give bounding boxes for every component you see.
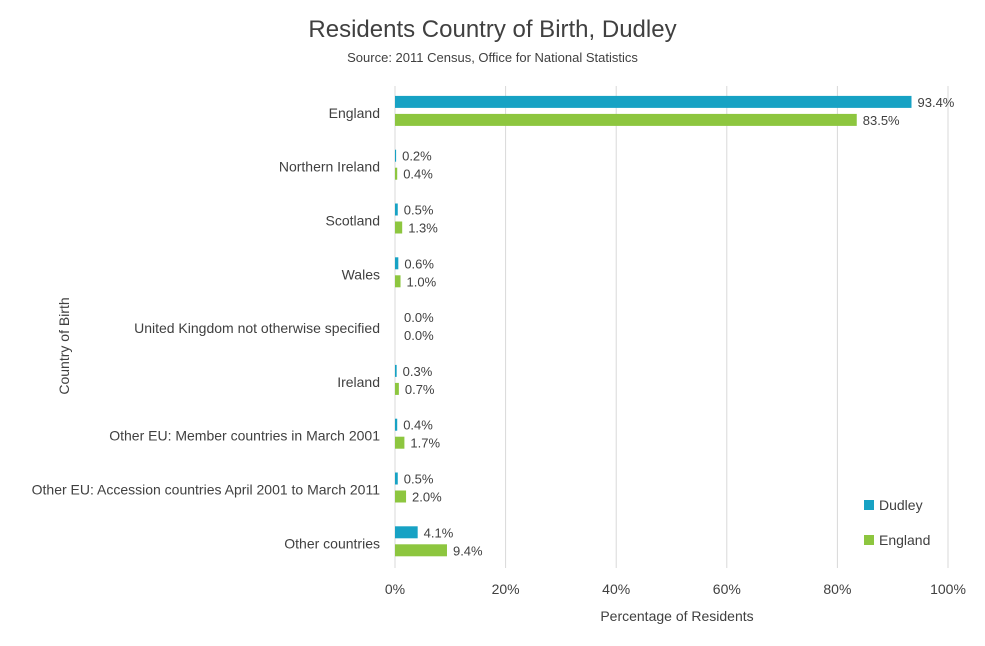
data-label: 0.2% [402,149,432,164]
category-label: England [329,105,380,121]
bar-dudley [395,472,398,485]
data-label: 0.0% [404,328,434,343]
data-label: 0.0% [404,310,434,325]
bar-england [395,544,447,557]
data-label: 1.7% [410,436,440,451]
data-label: 83.5% [863,113,900,128]
chart-title: Residents Country of Birth, Dudley [308,16,677,43]
x-axis-title: Percentage of Residents [600,608,753,624]
legend-swatch [864,500,874,510]
data-label: 0.6% [404,256,434,271]
data-label: 1.3% [408,221,438,236]
bar-dudley [395,526,418,539]
category-label: Other EU: Accession countries April 2001… [32,482,381,498]
data-label: 0.4% [403,418,433,433]
data-label: 0.7% [405,382,435,397]
x-tick-label: 80% [823,581,851,597]
bar-dudley [395,149,397,162]
bar-england [395,436,405,449]
y-axis-title: Country of Birth [56,297,72,394]
data-label: 1.0% [407,274,437,289]
category-label: Wales [342,266,380,282]
x-tick-labels: 0% 20% 40% 60% 80% 100% [385,581,966,597]
category-label: Ireland [337,374,380,390]
category-label: Northern Ireland [279,159,380,175]
x-tick-label: 0% [385,581,405,597]
category-label: Other EU: Member countries in March 2001 [109,428,380,444]
bar-england [395,382,399,395]
category-label: Other countries [284,535,380,551]
data-label: 93.4% [918,95,955,110]
chart-subtitle: Source: 2011 Census, Office for National… [347,50,638,65]
bar-england [395,167,398,180]
bar-dudley [395,95,912,108]
data-label: 4.1% [424,525,454,540]
bar-england [395,113,857,126]
data-label: 9.4% [453,543,483,558]
bar-england [395,275,401,288]
category-labels: England Northern Ireland Scotland Wales Unit… [32,105,381,551]
bar-dudley [395,257,399,270]
gridlines [394,86,949,568]
bars: 93.4% 83.5% 0.2% 0.4% 0.5% 1.3% 0.6% 1.0% 0.0% 0.… [395,95,955,558]
data-label: 2.0% [412,490,442,505]
legend-label: England [879,532,930,548]
bar-dudley [395,364,397,377]
legend-swatch [864,535,874,545]
data-label: 0.5% [404,472,434,487]
category-label: Scotland [326,213,380,229]
bar-dudley [395,418,398,431]
category-label: United Kingdom not otherwise specified [134,320,380,336]
legend-label: Dudley [879,497,923,513]
legend: Dudley England [864,497,930,548]
bar-england [395,490,407,503]
bar-england [395,221,403,234]
bar-dudley [395,203,398,216]
x-tick-label: 100% [930,581,966,597]
x-tick-label: 40% [602,581,630,597]
data-label: 0.3% [403,364,433,379]
data-label: 0.4% [403,167,433,182]
x-tick-label: 20% [492,581,520,597]
data-label: 0.5% [404,203,434,218]
x-tick-label: 60% [713,581,741,597]
